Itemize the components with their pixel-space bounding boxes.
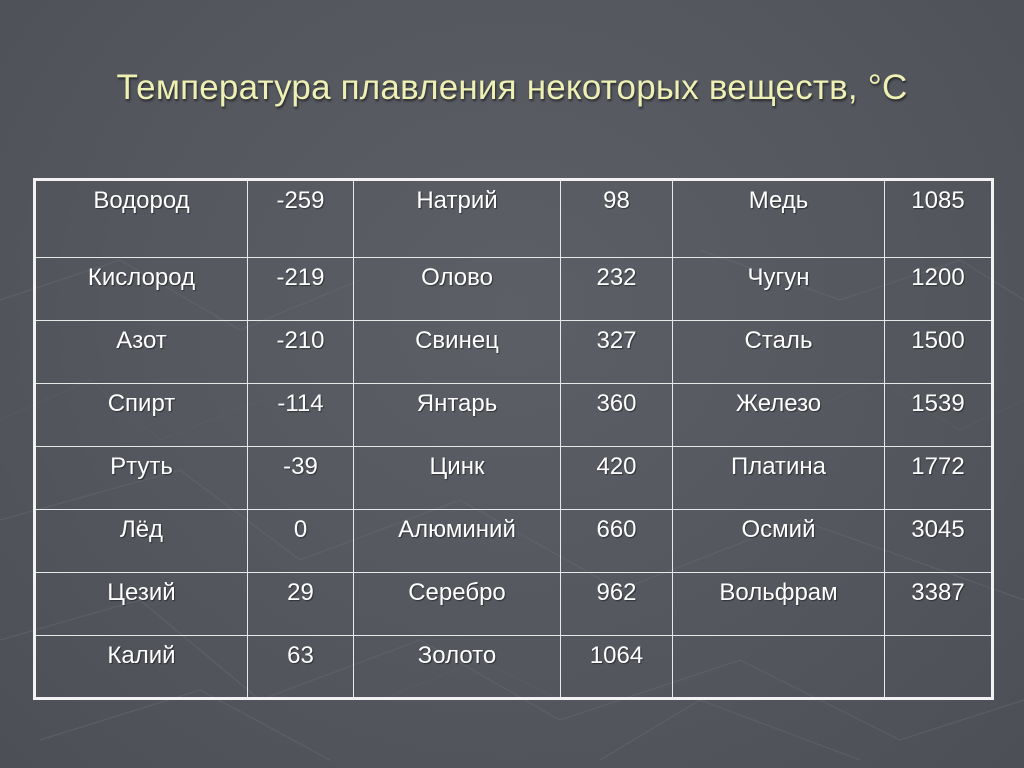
temperature-cell: 1200: [884, 257, 993, 321]
substance-cell: Янтарь: [353, 383, 561, 447]
substance-cell: Цинк: [353, 446, 561, 510]
table-row: Ртуть -39 Цинк 420 Платина 1772: [34, 446, 993, 510]
temperature-cell: -259: [247, 179, 354, 258]
melting-points-table: Водород -259 Натрий 98 Медь 1085 Кислоро…: [33, 178, 994, 700]
temperature-cell: 1085: [884, 179, 993, 258]
temperature-cell: -219: [247, 257, 354, 321]
temperature-cell: 420: [560, 446, 673, 510]
substance-cell: Осмий: [672, 509, 885, 573]
substance-cell: Золото: [353, 635, 561, 699]
temperature-cell: 98: [560, 179, 673, 258]
substance-cell: Спирт: [34, 383, 248, 447]
substance-cell: Водород: [34, 179, 248, 258]
substance-cell: Цезий: [34, 572, 248, 636]
slide-title: Температура плавления некоторых веществ,…: [116, 68, 908, 107]
substance-cell: Олово: [353, 257, 561, 321]
temperature-cell: 660: [560, 509, 673, 573]
temperature-cell: 232: [560, 257, 673, 321]
table-row: Лёд 0 Алюминий 660 Осмий 3045: [34, 509, 993, 573]
table-row: Азот -210 Свинец 327 Сталь 1500: [34, 320, 993, 384]
substance-cell: Железо: [672, 383, 885, 447]
substance-cell: Свинец: [353, 320, 561, 384]
table-row: Спирт -114 Янтарь 360 Железо 1539: [34, 383, 993, 447]
substance-cell: Ртуть: [34, 446, 248, 510]
temperature-cell: 1539: [884, 383, 993, 447]
empty-cell: [884, 635, 993, 699]
temperature-cell: 0: [247, 509, 354, 573]
substance-cell: Сталь: [672, 320, 885, 384]
temperature-cell: 29: [247, 572, 354, 636]
temperature-cell: 360: [560, 383, 673, 447]
table-row: Водород -259 Натрий 98 Медь 1085: [34, 179, 993, 258]
substance-cell: Вольфрам: [672, 572, 885, 636]
empty-cell: [672, 635, 885, 699]
temperature-cell: -114: [247, 383, 354, 447]
temperature-cell: 3387: [884, 572, 993, 636]
temperature-cell: 1064: [560, 635, 673, 699]
substance-cell: Калий: [34, 635, 248, 699]
temperature-cell: 3045: [884, 509, 993, 573]
temperature-cell: 63: [247, 635, 354, 699]
substance-cell: Чугун: [672, 257, 885, 321]
temperature-cell: -39: [247, 446, 354, 510]
temperature-cell: 962: [560, 572, 673, 636]
temperature-cell: 327: [560, 320, 673, 384]
table-row: Кислород -219 Олово 232 Чугун 1200: [34, 257, 993, 321]
substance-cell: Алюминий: [353, 509, 561, 573]
substance-cell: Лёд: [34, 509, 248, 573]
temperature-cell: 1500: [884, 320, 993, 384]
substance-cell: Медь: [672, 179, 885, 258]
temperature-cell: 1772: [884, 446, 993, 510]
substance-cell: Платина: [672, 446, 885, 510]
substance-cell: Натрий: [353, 179, 561, 258]
temperature-cell: -210: [247, 320, 354, 384]
table-row: Цезий 29 Серебро 962 Вольфрам 3387: [34, 572, 993, 636]
substance-cell: Кислород: [34, 257, 248, 321]
table-row: Калий 63 Золото 1064: [34, 635, 993, 699]
substance-cell: Азот: [34, 320, 248, 384]
substance-cell: Серебро: [353, 572, 561, 636]
